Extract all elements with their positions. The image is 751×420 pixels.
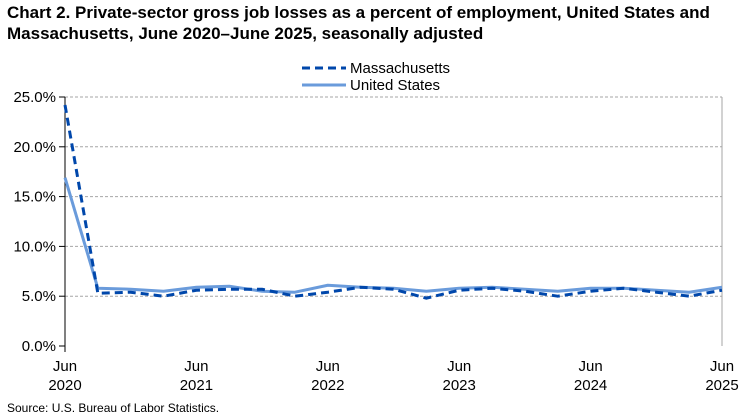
y-tick-label: 5.0% (22, 288, 56, 305)
x-tick-label-year: 2022 (311, 377, 344, 394)
series-line-united-states (63, 177, 723, 294)
x-tick-label-month: Jun (579, 358, 603, 375)
y-tick-label: 20.0% (13, 139, 56, 156)
series-line-massachusetts (63, 104, 723, 300)
y-tick-label: 10.0% (13, 238, 56, 255)
x-tick-label-year: 2021 (180, 377, 213, 394)
y-tick-label: 0.0% (22, 338, 56, 355)
chart-title: Chart 2. Private-sector gross job losses… (7, 3, 710, 43)
x-tick-label-month: Jun (316, 358, 340, 375)
y-tick-label: 15.0% (13, 189, 56, 206)
x-tick-label-year: 2025 (705, 377, 738, 394)
x-tick-label-month: Jun (447, 358, 471, 375)
x-tick-label-month: Jun (184, 358, 208, 375)
x-tick-label-year: 2024 (574, 377, 607, 394)
source-note: Source: U.S. Bureau of Labor Statistics. (7, 401, 220, 415)
legend-label: Massachusetts (350, 60, 450, 77)
x-tick-label-year: 2020 (48, 377, 81, 394)
x-tick-label-month: Jun (53, 358, 77, 375)
x-tick-label-year: 2023 (443, 377, 476, 394)
x-tick-label-month: Jun (710, 358, 734, 375)
y-tick-label: 25.0% (13, 89, 56, 106)
legend-label: United States (350, 77, 440, 94)
